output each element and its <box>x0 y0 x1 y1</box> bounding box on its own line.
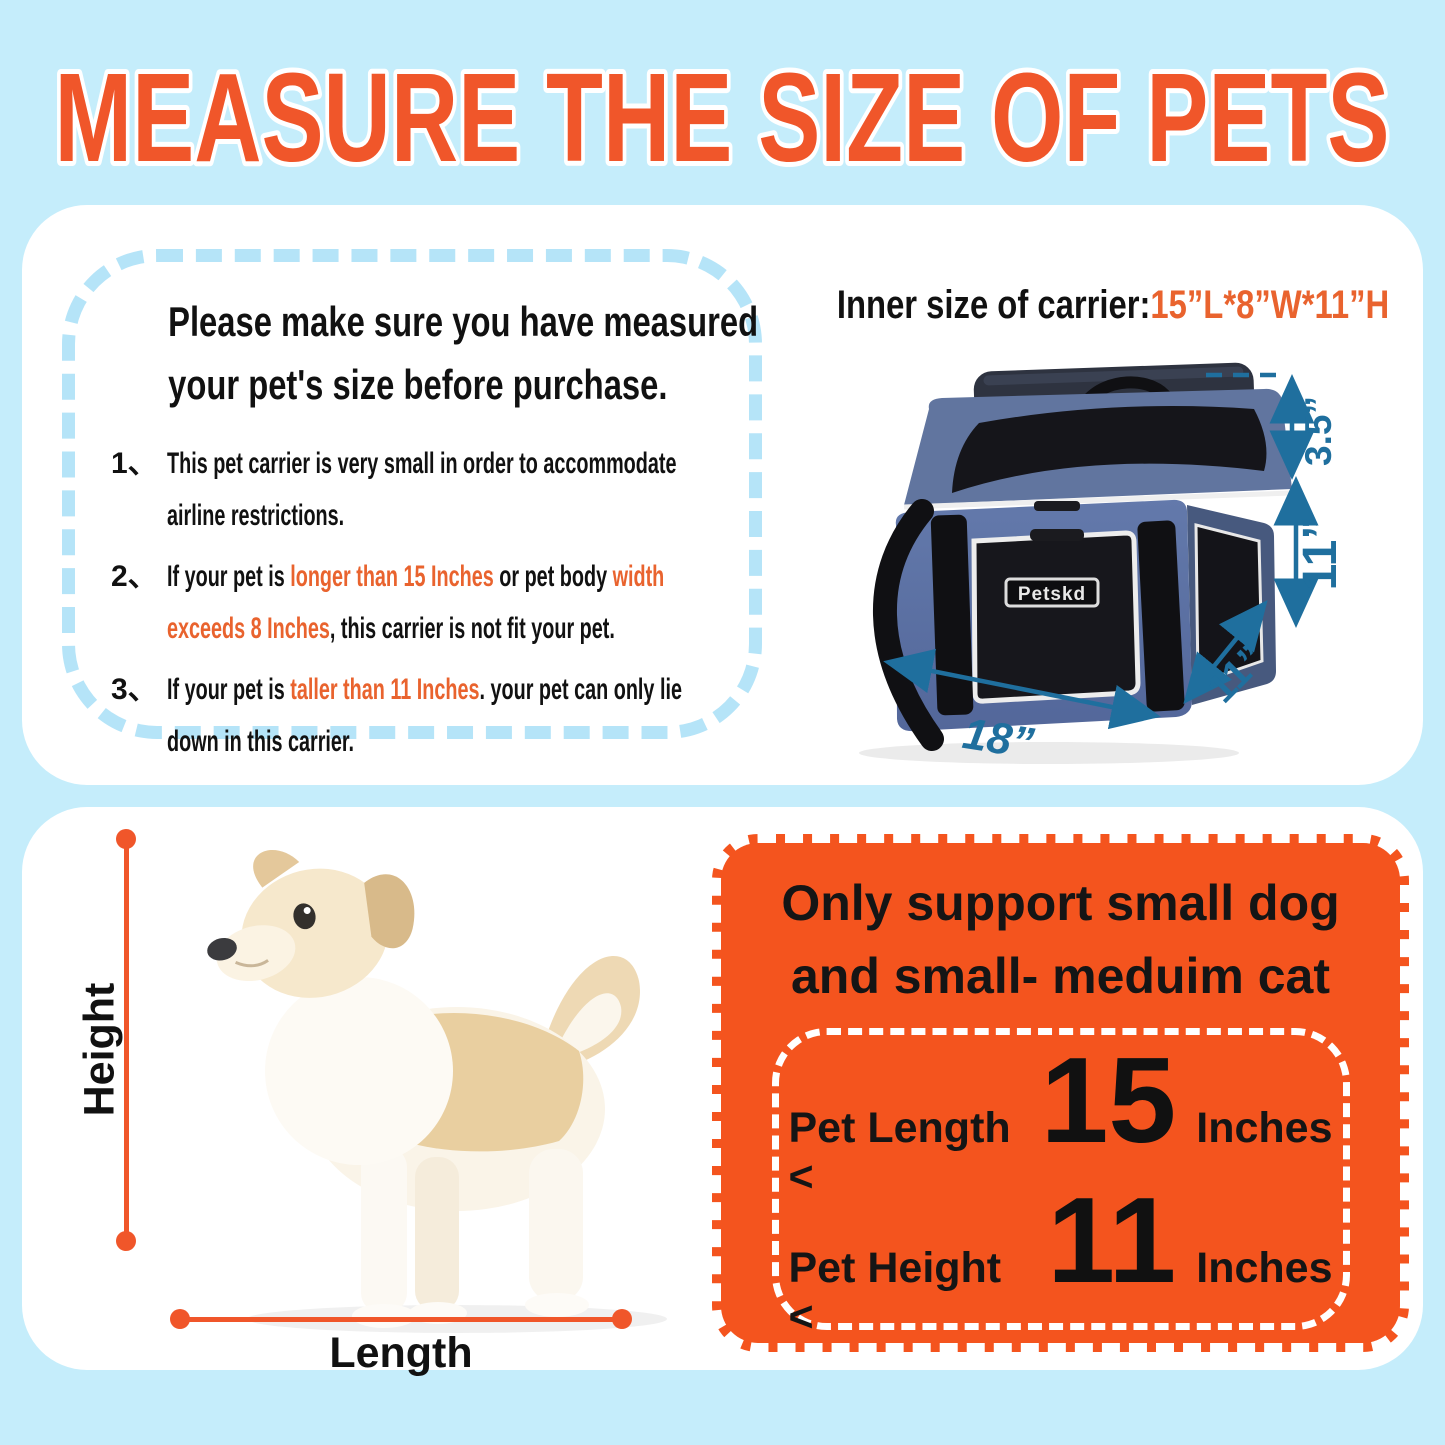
item-2-seg3: , this carrier is not fit your pet. <box>329 611 615 645</box>
carrier-brand-text: Petskd <box>1018 584 1086 605</box>
length-measure-line <box>170 1309 632 1329</box>
dog-tail-tip <box>559 993 622 1057</box>
notice-content: Please make sure you have measured your … <box>101 290 759 768</box>
pet-length-value: 15 <box>1040 1032 1177 1168</box>
carrier-shadow <box>859 742 1239 764</box>
item-number: 3、 <box>111 673 158 707</box>
support-title-line2: and small- meduim cat <box>790 947 1331 1004</box>
carrier-zipper <box>1034 501 1080 511</box>
carrier-strap-left <box>930 514 974 716</box>
notice-dashed-box: Please make sure you have measured your … <box>62 249 762 758</box>
dog-ear-left <box>253 849 300 888</box>
dog-ear-right <box>364 874 415 949</box>
carrier-expansion-mesh <box>952 406 1267 493</box>
notice-item-3: 3、 If your pet is taller than 11 Inches.… <box>101 664 711 767</box>
height-measure-line <box>116 829 136 1251</box>
item-text: If your pet is taller than 11 Inches. yo… <box>167 664 682 767</box>
support-title-line1: Only support small dog <box>781 875 1340 931</box>
item-3-seg2: . your pet can only lie <box>479 673 682 707</box>
item-3-highlight1: taller than 11 Inches <box>290 673 480 707</box>
dog-chest-fluff <box>265 977 453 1165</box>
item-text: If your pet is longer than 15 Inches or … <box>167 551 664 654</box>
inner-size-value: 15”L*8”W*11”H <box>1150 283 1390 327</box>
pet-length-label: Pet Length < <box>788 1104 1011 1201</box>
item-2-highlight1: longer than 15 Inches <box>290 560 494 594</box>
pet-height-value: 11 <box>1047 1172 1177 1308</box>
dog-front-leg <box>361 1147 407 1313</box>
pet-size-panel: Height Length Only support small dog and… <box>22 807 1423 1377</box>
inner-size-heading: Inner size of carrier:15”L*8”W*11”H <box>780 283 1412 328</box>
pet-height-row: Pet Height < 11 Inches <box>789 1172 1333 1341</box>
carrier-piping <box>903 490 1293 510</box>
page-title-graphic: MEASURE THE SIZE OF PETS <box>50 42 1395 193</box>
item-1-line2: airline restrictions. <box>167 498 345 532</box>
length-label: Length <box>329 1329 473 1377</box>
dog-mouth <box>235 959 269 968</box>
item-3-line2: down in this carrier. <box>167 724 355 758</box>
dim-label-height: 11” <box>1294 516 1347 591</box>
dog-paw <box>352 1304 416 1328</box>
item-1-line1: This pet carrier is very small in order … <box>167 447 677 480</box>
support-size-box: Only support small dog and small- meduim… <box>712 834 1409 1352</box>
item-2-seg1: If your pet is <box>167 560 291 594</box>
dim-arrow-depth <box>1183 600 1268 704</box>
dog-eye-highlight <box>303 906 311 914</box>
height-label: Height <box>75 982 124 1117</box>
pet-height-label: Pet Height < <box>788 1244 1002 1341</box>
dim-arrow-length <box>883 648 1161 730</box>
dog-paw <box>525 1293 589 1317</box>
support-limits-box: Pet Length < 15 Inches Pet Height < 11 I… <box>771 1028 1350 1341</box>
item-2-seg2: or pet body <box>493 560 613 594</box>
item-3-seg1: If your pet is <box>167 673 291 707</box>
dog-muzzle <box>216 925 296 982</box>
page-title: MEASURE THE SIZE OF PETS <box>55 47 1390 188</box>
dim-label-top: 3.5” <box>1298 396 1339 466</box>
notice-item-2: 2、 If your pet is longer than 15 Inches … <box>101 551 711 654</box>
dog-hind-leg <box>529 1149 583 1301</box>
dog-nose <box>207 937 237 961</box>
carrier-dimension-lines <box>883 372 1319 730</box>
notice-heading-line1: Please make sure you have measured <box>168 298 759 345</box>
item-number: 2、 <box>111 560 158 594</box>
inner-size-label: Inner size of carrier: <box>836 283 1151 327</box>
pet-length-unit: Inches <box>1196 1104 1333 1152</box>
notice-heading-line2: your pet's size before purchase. <box>168 361 668 408</box>
dog-front-leg-2 <box>415 1157 459 1311</box>
dog-illustration <box>207 849 667 1333</box>
notice-items: 1、 This pet carrier is very small in ord… <box>101 438 711 768</box>
item-2-highlight3: exceeds 8 Inches <box>167 611 330 645</box>
carrier-brand-label: Petskd <box>1004 577 1100 608</box>
pet-length-row: Pet Length < 15 Inches <box>789 1032 1333 1201</box>
pet-height-unit: Inches <box>1196 1244 1333 1292</box>
carrier-zipper-pull <box>1030 529 1084 541</box>
item-text: This pet carrier is very small in order … <box>167 438 676 541</box>
measure-info-panel: Please make sure you have measured your … <box>22 205 1423 785</box>
item-number: 1、 <box>111 447 158 480</box>
carrier-door-mesh <box>971 530 1141 704</box>
notice-item-1: 1、 This pet carrier is very small in ord… <box>101 438 711 541</box>
carrier-illustration: Petskd 3.5” 11” 11” 18” <box>859 362 1347 768</box>
support-title: Only support small dog and small- meduim… <box>721 867 1400 1012</box>
dim-label-length: 18” <box>959 709 1037 768</box>
dog-head <box>207 849 415 998</box>
item-2-highlight2: width <box>612 560 665 594</box>
